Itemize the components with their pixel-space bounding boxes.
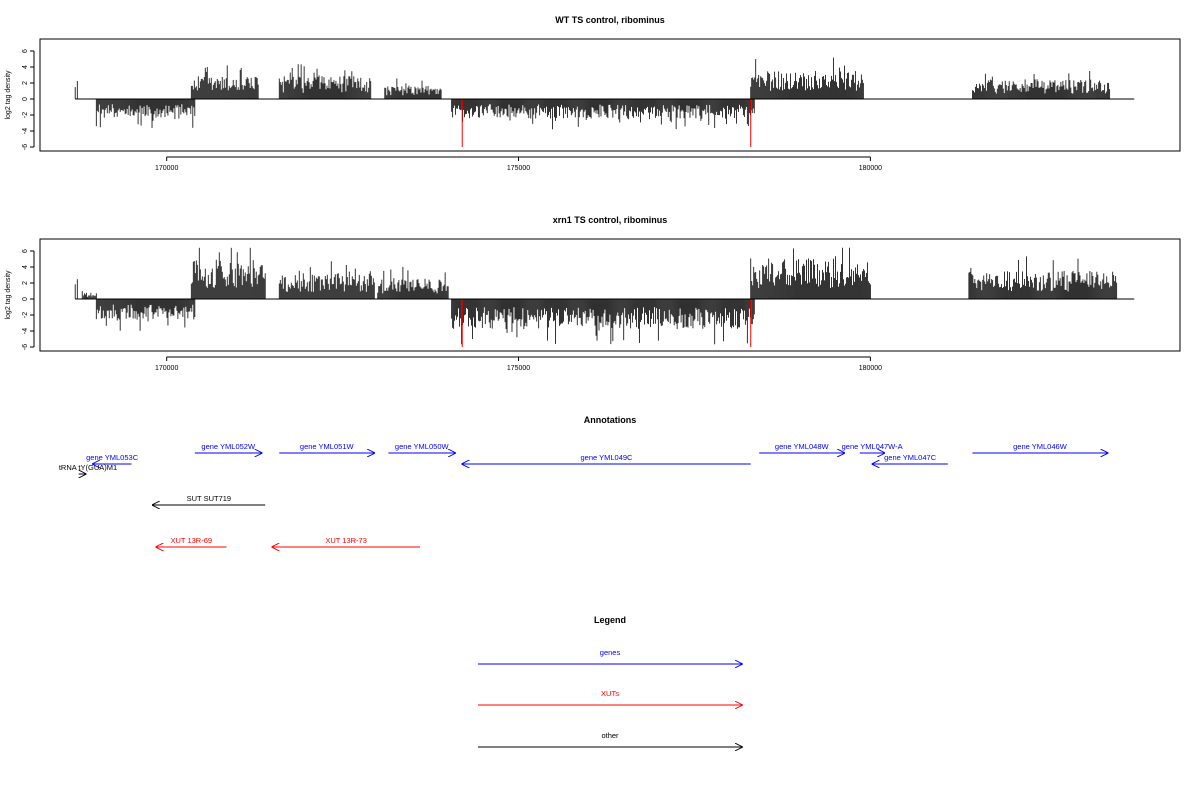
y-tick-label: 6 bbox=[22, 49, 29, 53]
legend-label: genes bbox=[600, 648, 621, 657]
y-tick-label: 2 bbox=[22, 281, 29, 285]
legend-item-gene: genes bbox=[478, 648, 742, 664]
panel-xrn1: xrn1 TS control, ribominus log2 tag dens… bbox=[5, 215, 1181, 372]
y-axis-label: log2 tag density bbox=[5, 70, 12, 120]
x-tick-label: 170000 bbox=[155, 165, 178, 172]
x-axis: 170000 175000 180000 bbox=[155, 156, 882, 172]
feature-label: SUT SUT719 bbox=[187, 494, 231, 503]
feature-label: gene YML047W-A bbox=[842, 442, 903, 451]
x-tick-label: 175000 bbox=[507, 165, 530, 172]
x-tick-label: 175000 bbox=[507, 365, 530, 372]
feature-gene: gene YML047W-A bbox=[842, 442, 903, 453]
red-markers bbox=[461, 299, 752, 347]
panel-frame bbox=[39, 38, 1181, 152]
feature-label: gene YML048W bbox=[775, 442, 830, 451]
y-tick-label: -2 bbox=[22, 112, 29, 118]
feature-gene: gene YML050W bbox=[388, 442, 455, 453]
feature-label: tRNA tY(GUA)M1 bbox=[59, 463, 117, 472]
feature-other: tRNA tY(GUA)M1 bbox=[59, 463, 117, 474]
feature-gene: gene YML048W bbox=[759, 442, 844, 453]
signal-bars bbox=[74, 57, 1111, 130]
legend-item-other: other bbox=[478, 731, 742, 747]
legend-item-xut: XUTs bbox=[478, 689, 742, 705]
signal-bars bbox=[74, 247, 1118, 345]
legend-title: Legend bbox=[594, 615, 626, 625]
y-tick-label: -2 bbox=[22, 312, 29, 318]
y-tick-label: -4 bbox=[22, 328, 29, 334]
y-axis: -6 -4 -2 0 2 4 6 bbox=[22, 249, 35, 350]
y-axis-label: log2 tag density bbox=[5, 270, 12, 320]
feature-label: gene YML049C bbox=[580, 453, 633, 462]
y-tick-label: -6 bbox=[22, 144, 29, 150]
y-axis: -6 -4 -2 0 2 4 6 bbox=[22, 49, 35, 150]
y-tick-label: 6 bbox=[22, 249, 29, 253]
y-tick-label: -4 bbox=[22, 128, 29, 134]
y-tick-label: 4 bbox=[22, 265, 29, 269]
x-tick-label: 170000 bbox=[155, 365, 178, 372]
legend-label: other bbox=[601, 731, 619, 740]
feature-label: gene YML052W bbox=[201, 442, 256, 451]
annotations-title: Annotations bbox=[584, 415, 637, 425]
feature-xut: XUT 13R-73 bbox=[272, 536, 420, 547]
feature-gene: gene YML049C bbox=[462, 453, 751, 464]
y-tick-label: 2 bbox=[22, 81, 29, 85]
red-markers bbox=[461, 99, 752, 147]
y-tick-label: 0 bbox=[22, 97, 29, 101]
panel-frame bbox=[39, 238, 1181, 352]
feature-gene: gene YML047C bbox=[872, 453, 948, 464]
feature-label: gene YML050W bbox=[395, 442, 450, 451]
feature-other: SUT SUT719 bbox=[153, 494, 266, 505]
x-tick-label: 180000 bbox=[859, 165, 882, 172]
feature-gene: gene YML046W bbox=[972, 442, 1107, 453]
feature-label: gene YML046W bbox=[1013, 442, 1068, 451]
feature-gene: gene YML053C bbox=[86, 453, 139, 464]
legend: Legend genes XUTs other bbox=[478, 615, 742, 747]
panel-title: xrn1 TS control, ribominus bbox=[553, 215, 668, 225]
feature-label: gene YML051W bbox=[300, 442, 355, 451]
y-tick-label: 0 bbox=[22, 297, 29, 301]
feature-gene: gene YML052W bbox=[194, 442, 262, 453]
panel-wt: WT TS control, ribominus log2 tag densit… bbox=[5, 15, 1181, 172]
feature-label: XUT 13R-69 bbox=[171, 536, 213, 545]
legend-items: genes XUTs other bbox=[478, 648, 742, 747]
feature-gene: gene YML051W bbox=[279, 442, 374, 453]
feature-label: gene YML047C bbox=[884, 453, 937, 462]
legend-label: XUTs bbox=[601, 689, 619, 698]
x-axis: 170000 175000 180000 bbox=[155, 356, 882, 372]
x-tick-label: 180000 bbox=[859, 365, 882, 372]
panel-title: WT TS control, ribominus bbox=[555, 15, 665, 25]
y-tick-label: -6 bbox=[22, 344, 29, 350]
feature-label: gene YML053C bbox=[86, 453, 139, 462]
feature-xut: XUT 13R-69 bbox=[156, 536, 227, 547]
feature-label: XUT 13R-73 bbox=[325, 536, 367, 545]
y-tick-label: 4 bbox=[22, 65, 29, 69]
